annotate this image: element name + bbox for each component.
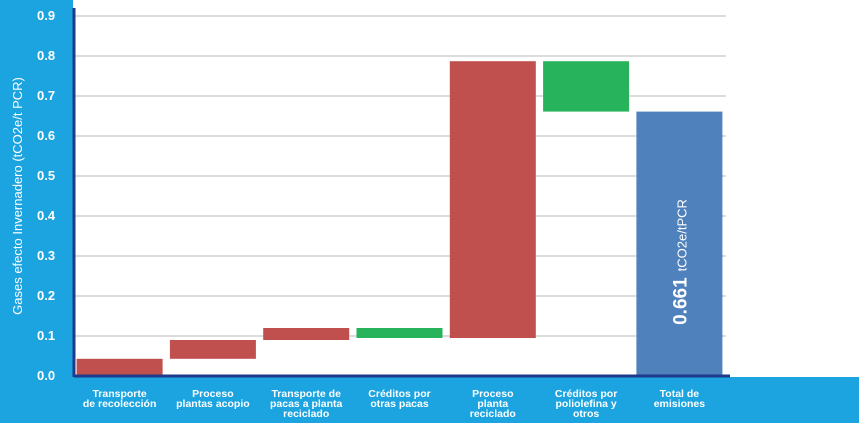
x-tick-label: Créditos por poliolefina y otros: [555, 388, 617, 420]
left-panel: [0, 0, 73, 423]
bottom-panel: [0, 377, 859, 423]
total-annotation: 0.661 tCO2e/tPCR: [670, 199, 691, 325]
y-tick-label: 0.6: [37, 128, 55, 143]
y-tick-label: 0.7: [37, 88, 55, 103]
x-tick-label-line: Total de: [660, 388, 700, 400]
bar-increase: [263, 328, 350, 340]
bar-increase: [449, 61, 536, 338]
total-unit: tCO2e/tPCR: [674, 199, 689, 271]
x-tick-label-line: Proceso: [192, 388, 233, 400]
bar-total: [636, 111, 723, 376]
bar-decrease: [356, 328, 443, 338]
x-tick-label-line: emisiones: [654, 398, 706, 410]
y-tick-label: 0.2: [37, 288, 55, 303]
x-tick-label-line: plantas acopio: [176, 398, 250, 410]
bar-increase: [76, 358, 163, 376]
bar-decrease: [543, 61, 630, 112]
x-tick-label-line: otras pacas: [370, 398, 429, 410]
x-tick-label-line: Créditos por: [555, 388, 617, 400]
total-value: 0.661: [670, 277, 691, 325]
x-tick-label-line: poliolefina y: [555, 398, 616, 410]
x-tick-label: Proceso plantas acopio: [176, 388, 250, 410]
x-tick-label: Transporte de recolección: [83, 388, 157, 410]
y-axis-title: Gases efecto Invernadero (tCO2e/t PCR): [10, 77, 25, 315]
y-tick-label: 0.1: [37, 328, 55, 343]
y-tick-label: 0.9: [37, 8, 55, 23]
y-tick-label: 0.0: [37, 368, 55, 383]
x-tick-label: Transporte de pacas a planta reciclado: [270, 388, 343, 420]
bar-increase: [169, 340, 256, 359]
x-tick-label-line: otros: [573, 408, 599, 420]
x-tick-label: Proceso planta reciclado: [470, 388, 516, 420]
x-tick-label-line: reciclado: [470, 408, 516, 420]
x-tick-label-line: reciclado: [283, 408, 329, 420]
y-tick-label: 0.4: [37, 208, 56, 223]
x-tick-label-line: Créditos por: [368, 388, 430, 400]
x-tick-label: Créditos por otras pacas: [368, 388, 430, 410]
y-tick-label: 0.8: [37, 48, 55, 63]
y-tick-label: 0.5: [37, 168, 55, 183]
x-tick-label-line: de recolección: [83, 398, 157, 410]
x-tick-label-line: planta: [477, 398, 508, 410]
x-tick-label: Total de emisiones: [654, 388, 706, 410]
x-tick-label-line: pacas a planta: [270, 398, 343, 410]
y-tick-label: 0.3: [37, 248, 55, 263]
x-tick-label-line: Transporte: [92, 388, 146, 400]
x-tick-label-line: Transporte de: [271, 388, 341, 400]
x-tick-label-line: Proceso: [472, 388, 513, 400]
